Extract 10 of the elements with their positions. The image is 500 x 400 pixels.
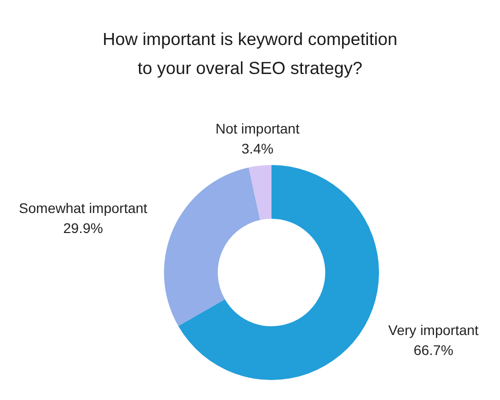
- data-label: 3.4%: [242, 140, 274, 157]
- chart-title: How important is keyword competition to your overal SEO strategy?: [102, 29, 398, 78]
- donut-slice: [164, 167, 260, 326]
- data-label: 29.9%: [63, 220, 103, 236]
- donut-slice: [178, 165, 379, 380]
- slice-label: Somewhat important: [18, 200, 148, 216]
- data-label: 66.7%: [414, 342, 454, 358]
- slice-label: Not important: [215, 120, 300, 137]
- slice-label: Very important: [388, 322, 479, 338]
- donut-slice: [248, 165, 272, 220]
